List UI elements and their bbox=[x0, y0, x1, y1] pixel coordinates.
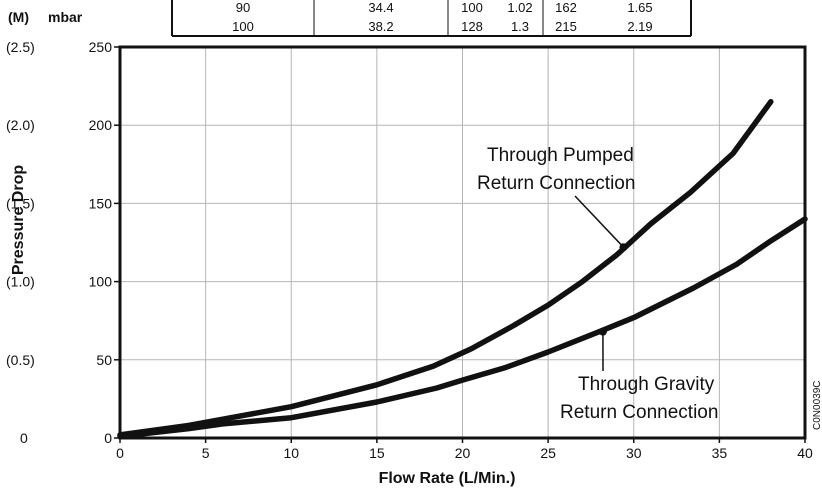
y-tick-label-m: (2.5) bbox=[6, 39, 35, 55]
y-tick-label-mbar: 0 bbox=[104, 430, 112, 446]
x-tick-label: 30 bbox=[626, 445, 642, 461]
y-tick-label-mbar: 250 bbox=[89, 39, 113, 55]
annotation-pumped-leader bbox=[574, 195, 625, 248]
x-tick-label: 20 bbox=[455, 445, 471, 461]
annotation-gravity-dot bbox=[598, 327, 607, 336]
annotations: Through Pumped Return Connection Through G… bbox=[477, 145, 718, 423]
y-tick-label-mbar: 200 bbox=[89, 117, 113, 133]
table-cell: 100 bbox=[461, 0, 483, 15]
y-tick-label-m: (1.5) bbox=[6, 195, 35, 211]
x-axis-title: Flow Rate (L/Min.) bbox=[379, 470, 516, 487]
y-unit-m-label: (M) bbox=[8, 9, 29, 25]
series-line-1 bbox=[117, 216, 808, 440]
y-unit-mbar-label: mbar bbox=[48, 9, 83, 25]
annotation-gravity-line1: Through Gravity bbox=[578, 374, 715, 395]
y-axis-title: Pressure Drop bbox=[10, 165, 27, 275]
y-tick-label-m: 0 bbox=[20, 430, 28, 446]
y-tick-label-m: (1.0) bbox=[6, 274, 35, 290]
y-tick-label-m: (2.0) bbox=[6, 117, 35, 133]
table-cell: 100 bbox=[232, 19, 254, 34]
x-tick-label: 0 bbox=[116, 445, 124, 461]
table-cell: 1.02 bbox=[507, 0, 532, 15]
grid bbox=[120, 47, 805, 438]
x-tick-label: 35 bbox=[712, 445, 728, 461]
y-tick-label-mbar: 150 bbox=[89, 195, 113, 211]
table-cell: 128 bbox=[461, 19, 483, 34]
annotation-pumped-line1: Through Pumped bbox=[487, 145, 634, 166]
x-tick-label: 25 bbox=[540, 445, 556, 461]
y-tick-label-mbar: 100 bbox=[89, 274, 113, 290]
series bbox=[117, 98, 808, 440]
table-cell: 1.3 bbox=[511, 19, 529, 34]
table-cell: 38.2 bbox=[368, 19, 393, 34]
table-cell: 1.65 bbox=[627, 0, 652, 15]
table-cell: 2.19 bbox=[627, 19, 652, 34]
annotation-gravity-line2: Return Connection bbox=[560, 402, 718, 423]
table-cell: 90 bbox=[236, 0, 250, 15]
table-cell: 215 bbox=[555, 19, 577, 34]
y-axis-ticks: 0 0 50 (0.5) 100 (1.0) 150 (1.5) 200 (2.0) 250 (2.5… bbox=[6, 39, 120, 446]
series-line-0 bbox=[117, 98, 774, 438]
data-table: 90 34.4 100 1.02 162 1.65 100 38.2 128 1.3 215 2.19 bbox=[171, 0, 692, 37]
table-cell: 162 bbox=[555, 0, 577, 15]
y-tick-label-m: (0.5) bbox=[6, 352, 35, 368]
table-cell: 34.4 bbox=[368, 0, 393, 15]
x-tick-label: 15 bbox=[369, 445, 385, 461]
figure-code: C0N0039C bbox=[812, 381, 822, 430]
x-tick-label: 10 bbox=[283, 445, 299, 461]
y-tick-label-mbar: 50 bbox=[96, 352, 112, 368]
x-tick-label: 5 bbox=[202, 445, 210, 461]
annotation-pumped-line2: Return Connection bbox=[477, 173, 635, 194]
x-axis-ticks: 0 5 10 15 20 25 30 35 40 bbox=[116, 438, 813, 461]
annotation-pumped-dot bbox=[619, 243, 628, 252]
x-tick-label: 40 bbox=[797, 445, 813, 461]
